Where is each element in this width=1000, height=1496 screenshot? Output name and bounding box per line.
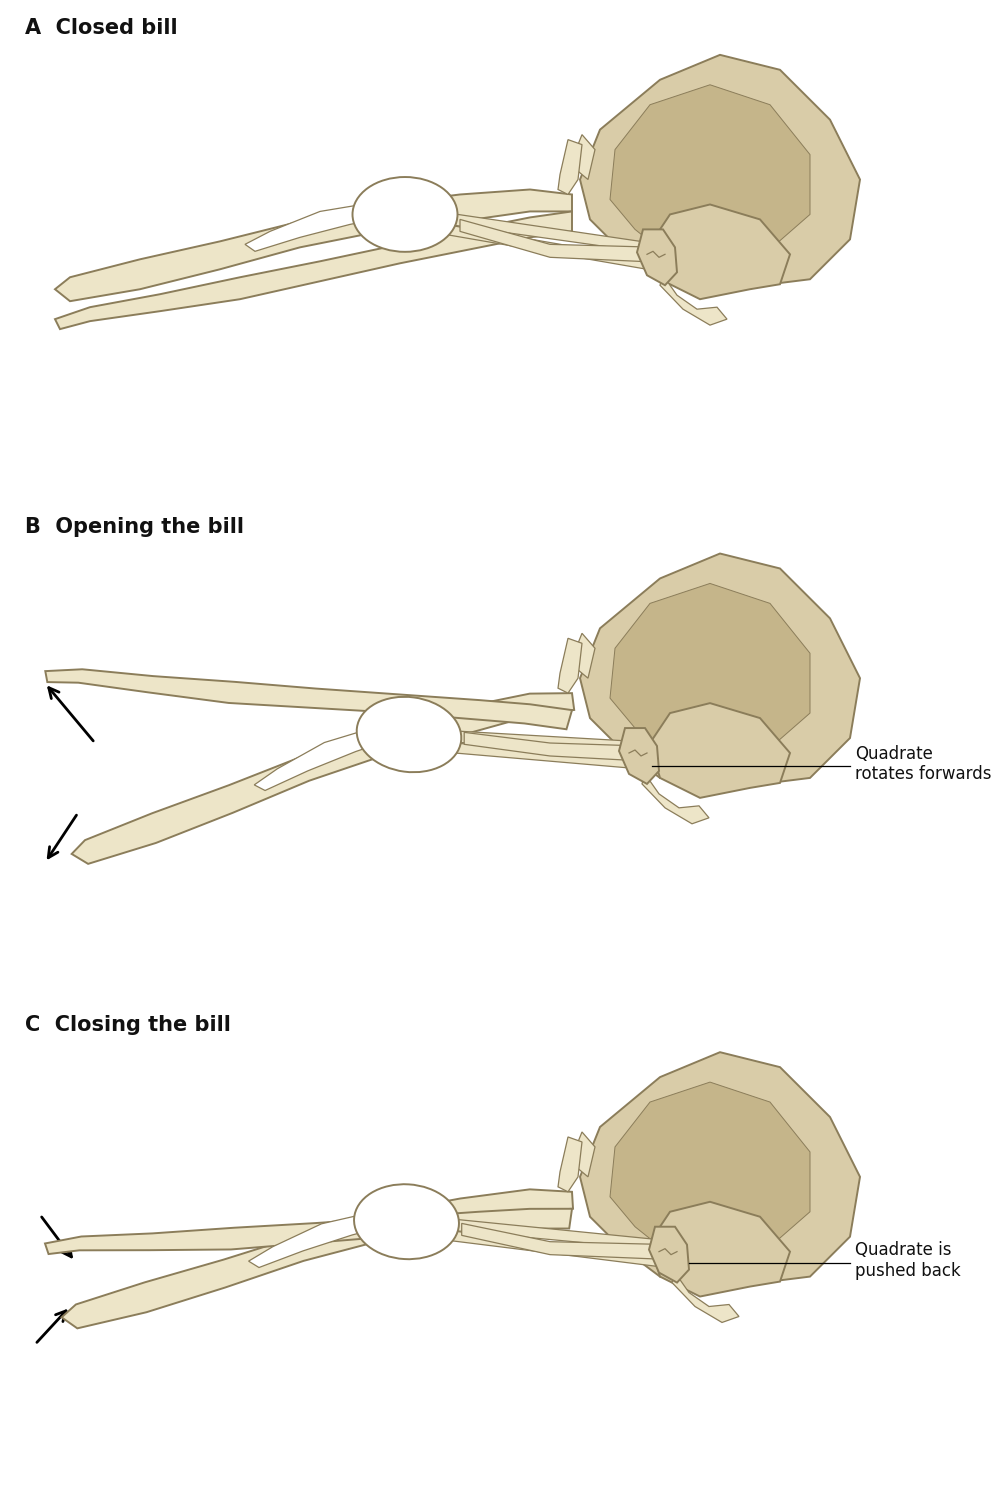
Polygon shape: [45, 1209, 572, 1254]
Polygon shape: [610, 583, 810, 758]
Polygon shape: [371, 1221, 659, 1267]
Polygon shape: [558, 139, 582, 194]
Polygon shape: [464, 733, 642, 761]
Ellipse shape: [354, 1185, 459, 1260]
Ellipse shape: [357, 697, 461, 772]
Ellipse shape: [352, 177, 458, 251]
Polygon shape: [558, 1137, 582, 1192]
Polygon shape: [642, 773, 709, 824]
Polygon shape: [570, 633, 595, 678]
Polygon shape: [45, 669, 572, 729]
Polygon shape: [460, 220, 660, 262]
Polygon shape: [462, 1224, 672, 1260]
Text: A  Closed bill: A Closed bill: [25, 18, 178, 37]
Text: B  Opening the bill: B Opening the bill: [25, 516, 244, 537]
Polygon shape: [660, 275, 727, 325]
Polygon shape: [62, 1189, 573, 1328]
Polygon shape: [580, 1052, 860, 1287]
Polygon shape: [570, 1132, 595, 1177]
Polygon shape: [558, 639, 582, 693]
Polygon shape: [254, 720, 443, 790]
Polygon shape: [370, 211, 647, 269]
Polygon shape: [580, 554, 860, 788]
Polygon shape: [249, 1210, 441, 1267]
Polygon shape: [650, 703, 790, 797]
Polygon shape: [370, 202, 647, 253]
Text: C  Closing the bill: C Closing the bill: [25, 1016, 231, 1035]
Polygon shape: [637, 229, 677, 286]
Polygon shape: [371, 1210, 659, 1249]
Polygon shape: [570, 135, 595, 180]
Polygon shape: [245, 202, 440, 251]
Polygon shape: [610, 1082, 810, 1257]
Polygon shape: [580, 55, 860, 289]
Polygon shape: [374, 736, 629, 767]
Polygon shape: [619, 729, 659, 784]
Polygon shape: [672, 1273, 739, 1322]
Polygon shape: [649, 1227, 689, 1282]
Text: Quadrate
rotates forwards: Quadrate rotates forwards: [855, 745, 992, 784]
Polygon shape: [55, 190, 572, 301]
Polygon shape: [650, 205, 790, 299]
Polygon shape: [72, 693, 574, 863]
Polygon shape: [55, 211, 572, 329]
Polygon shape: [610, 85, 810, 259]
Polygon shape: [650, 1201, 790, 1297]
Polygon shape: [373, 726, 629, 751]
Text: Quadrate is
pushed back: Quadrate is pushed back: [855, 1242, 961, 1281]
